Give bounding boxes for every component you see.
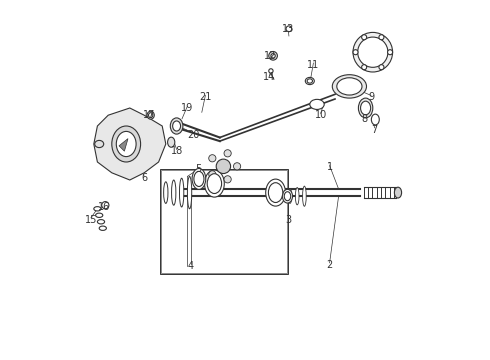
Ellipse shape	[284, 192, 291, 201]
Ellipse shape	[98, 220, 104, 224]
Ellipse shape	[288, 189, 292, 203]
Ellipse shape	[358, 98, 373, 118]
Ellipse shape	[148, 113, 153, 118]
Text: 5: 5	[195, 164, 201, 174]
Circle shape	[233, 163, 241, 170]
Circle shape	[362, 65, 367, 70]
Ellipse shape	[187, 176, 192, 209]
Text: 1: 1	[326, 162, 333, 172]
Bar	[160, 169, 288, 274]
Text: 9: 9	[368, 92, 374, 102]
Text: 14: 14	[263, 72, 275, 82]
Circle shape	[102, 202, 109, 209]
Ellipse shape	[112, 126, 141, 162]
Ellipse shape	[179, 178, 184, 207]
Text: 11: 11	[307, 60, 319, 70]
Text: 10: 10	[315, 110, 327, 120]
Circle shape	[362, 35, 367, 40]
Text: 8: 8	[362, 114, 368, 124]
Ellipse shape	[361, 101, 370, 115]
Circle shape	[269, 51, 277, 60]
Ellipse shape	[305, 77, 314, 85]
Text: 15: 15	[85, 215, 97, 225]
Ellipse shape	[172, 180, 176, 205]
Ellipse shape	[303, 186, 306, 206]
Text: 4: 4	[188, 261, 194, 271]
Text: 19: 19	[181, 103, 194, 113]
Text: 18: 18	[171, 146, 183, 156]
Circle shape	[353, 32, 392, 72]
Ellipse shape	[96, 213, 103, 217]
Ellipse shape	[171, 118, 183, 134]
Circle shape	[209, 171, 216, 178]
Ellipse shape	[266, 179, 286, 206]
Circle shape	[353, 50, 358, 55]
Text: 2: 2	[326, 260, 333, 270]
Text: 7: 7	[371, 125, 378, 135]
Circle shape	[269, 69, 273, 73]
Ellipse shape	[116, 131, 136, 157]
Circle shape	[271, 54, 275, 58]
Circle shape	[216, 159, 231, 174]
Ellipse shape	[307, 79, 313, 83]
Text: 6: 6	[141, 173, 147, 183]
Text: 21: 21	[199, 92, 212, 102]
Circle shape	[286, 26, 292, 32]
Ellipse shape	[192, 168, 206, 189]
Bar	[162, 170, 287, 273]
Ellipse shape	[269, 183, 283, 202]
Ellipse shape	[310, 99, 324, 109]
Text: 12: 12	[264, 51, 276, 61]
Text: 3: 3	[285, 215, 291, 225]
Circle shape	[224, 176, 231, 183]
Text: 13: 13	[282, 24, 294, 34]
Circle shape	[379, 35, 384, 40]
Ellipse shape	[94, 207, 101, 211]
Ellipse shape	[394, 187, 402, 198]
Circle shape	[379, 65, 384, 70]
Text: 20: 20	[188, 130, 200, 140]
Ellipse shape	[371, 114, 379, 125]
Ellipse shape	[282, 189, 293, 203]
Ellipse shape	[99, 226, 106, 230]
Ellipse shape	[164, 182, 168, 203]
Ellipse shape	[204, 170, 224, 197]
Ellipse shape	[295, 188, 299, 205]
Text: 16: 16	[98, 202, 110, 212]
Circle shape	[224, 150, 231, 157]
Polygon shape	[119, 139, 128, 151]
Ellipse shape	[207, 174, 221, 194]
Circle shape	[388, 50, 392, 55]
Ellipse shape	[194, 171, 204, 186]
Ellipse shape	[332, 75, 367, 98]
Circle shape	[358, 37, 388, 67]
Ellipse shape	[172, 121, 180, 131]
Ellipse shape	[337, 78, 362, 95]
Polygon shape	[94, 108, 166, 180]
Ellipse shape	[95, 140, 104, 148]
Circle shape	[209, 155, 216, 162]
Ellipse shape	[168, 137, 175, 147]
Text: 17: 17	[144, 110, 156, 120]
Ellipse shape	[147, 111, 154, 119]
